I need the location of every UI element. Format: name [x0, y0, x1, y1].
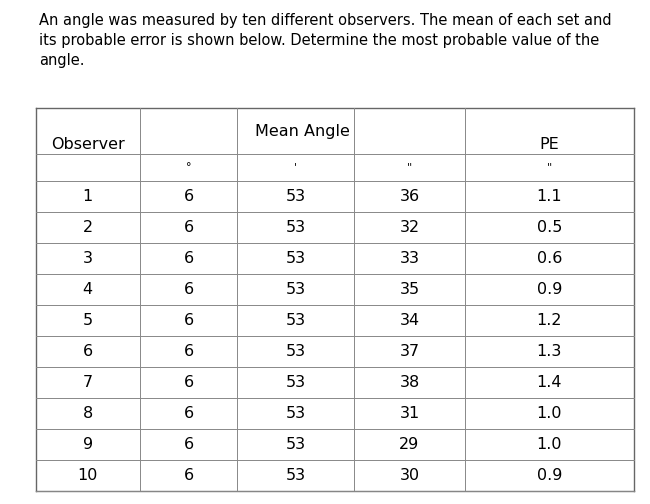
Text: 1.0: 1.0: [536, 406, 562, 421]
Text: 4: 4: [83, 282, 93, 297]
Text: 1.4: 1.4: [536, 375, 562, 391]
Text: 10: 10: [77, 468, 98, 483]
Text: 6: 6: [183, 251, 194, 267]
Text: 6: 6: [183, 282, 194, 297]
Text: 7: 7: [83, 375, 93, 391]
Text: 0.9: 0.9: [536, 468, 562, 483]
Text: 53: 53: [286, 190, 306, 205]
Text: 53: 53: [286, 406, 306, 421]
Text: 6: 6: [183, 313, 194, 329]
Text: 29: 29: [399, 437, 420, 453]
Text: °: °: [186, 163, 191, 172]
Text: 6: 6: [183, 344, 194, 359]
Text: PE: PE: [540, 138, 559, 152]
Text: ": ": [547, 163, 552, 172]
Text: ": ": [407, 163, 412, 172]
Text: 38: 38: [399, 375, 420, 391]
Text: 9: 9: [83, 437, 93, 453]
Text: 1.3: 1.3: [536, 344, 562, 359]
Text: 6: 6: [183, 220, 194, 235]
Text: 30: 30: [400, 468, 419, 483]
Text: 1.2: 1.2: [536, 313, 562, 329]
Text: 0.5: 0.5: [536, 220, 562, 235]
Text: 32: 32: [400, 220, 419, 235]
Text: 6: 6: [183, 375, 194, 391]
Text: 1.0: 1.0: [536, 437, 562, 453]
Text: 31: 31: [399, 406, 420, 421]
Text: 6: 6: [83, 344, 93, 359]
Text: 37: 37: [400, 344, 419, 359]
Text: 53: 53: [286, 468, 306, 483]
Text: 0.6: 0.6: [536, 251, 562, 267]
Text: 6: 6: [183, 190, 194, 205]
Text: 53: 53: [286, 344, 306, 359]
Text: 6: 6: [183, 437, 194, 453]
Text: 0.9: 0.9: [536, 282, 562, 297]
Text: 6: 6: [183, 468, 194, 483]
Text: 53: 53: [286, 251, 306, 267]
Text: An angle was measured by ten different observers. The mean of each set and
its p: An angle was measured by ten different o…: [39, 13, 612, 69]
Text: Mean Angle: Mean Angle: [255, 123, 350, 139]
Text: 53: 53: [286, 313, 306, 329]
Text: 6: 6: [183, 406, 194, 421]
Text: 3: 3: [83, 251, 93, 267]
Text: 53: 53: [286, 375, 306, 391]
Text: 5: 5: [83, 313, 93, 329]
Text: 2: 2: [83, 220, 93, 235]
Text: Observer: Observer: [51, 138, 125, 152]
Text: 35: 35: [400, 282, 419, 297]
Text: 33: 33: [400, 251, 419, 267]
Text: 8: 8: [83, 406, 93, 421]
Text: ': ': [294, 163, 297, 172]
Text: 36: 36: [400, 190, 419, 205]
Text: 1: 1: [83, 190, 93, 205]
Text: 34: 34: [400, 313, 419, 329]
Text: 53: 53: [286, 282, 306, 297]
Text: 53: 53: [286, 437, 306, 453]
Text: 53: 53: [286, 220, 306, 235]
Text: 1.1: 1.1: [536, 190, 562, 205]
